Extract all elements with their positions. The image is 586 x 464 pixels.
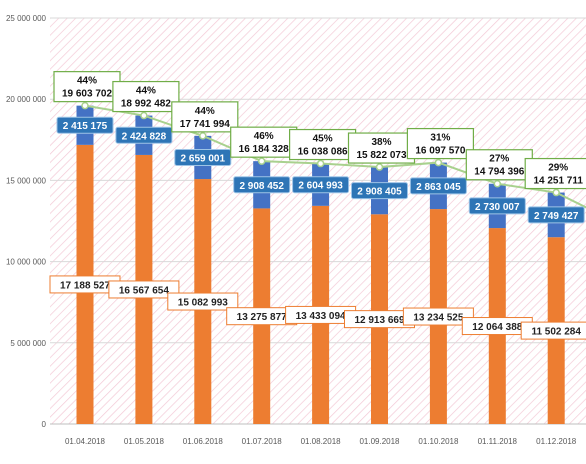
line-point	[316, 159, 325, 168]
orange-data-label: 13 433 094	[296, 311, 346, 322]
blue-data-label-box	[409, 177, 467, 195]
x-tick-label: 01.04.2018	[65, 437, 106, 446]
blue-data-label: 2 749 427	[534, 211, 579, 222]
x-tick-label: 01.08.2018	[301, 437, 342, 446]
line-percent-label: 46%	[254, 131, 274, 142]
line-data-label-box	[171, 101, 239, 133]
blue-data-label: 2 659 001	[181, 153, 226, 164]
y-tick-label: 5 000 000	[10, 339, 46, 348]
line-point	[552, 188, 560, 197]
blue-data-label: 2 730 007	[475, 202, 520, 213]
line-value-label: 16 097 570	[415, 146, 465, 157]
y-tick-label: 20 000 000	[6, 95, 47, 104]
line-data-label-box	[112, 80, 180, 113]
orange-data-label: 16 567 654	[119, 285, 169, 296]
blue-data-label-box	[56, 116, 114, 134]
orange-data-label: 12 913 669	[354, 315, 404, 326]
line-data-label-box	[406, 127, 474, 160]
orange-data-label-box	[520, 321, 586, 340]
y-tick-label: 15 000 000	[6, 176, 47, 185]
blue-data-label: 2 424 828	[122, 131, 167, 142]
orange-data-label-box	[108, 280, 180, 299]
blue-data-label-box	[527, 206, 585, 224]
blue-data-label: 2 415 175	[63, 121, 108, 132]
line-data-label-box	[53, 71, 121, 103]
line-point	[81, 101, 89, 110]
orange-data-label: 12 064 388	[472, 322, 522, 333]
blue-data-label-box	[115, 126, 173, 144]
orange-data-label-box	[167, 292, 239, 311]
blue-data-label: 2 908 405	[357, 187, 402, 198]
line-percent-label: 44%	[77, 76, 97, 87]
line-percent-label: 44%	[195, 106, 215, 117]
orange-data-label: 13 275 877	[237, 312, 287, 323]
x-tick-label: 01.10.2018	[418, 437, 459, 446]
line-value-label: 14 794 396	[474, 167, 524, 178]
blue-data-label: 2 604 993	[298, 181, 343, 192]
line-value-label: 17 741 994	[180, 119, 230, 130]
line-data-label-box	[230, 126, 298, 158]
line-value-label: 19 603 702	[62, 89, 112, 100]
y-tick-label: 10 000 000	[6, 258, 47, 267]
y-tick-label: 25 000 000	[6, 14, 47, 23]
line-percent-label: 29%	[548, 163, 568, 174]
line-percent-label: 27%	[489, 154, 509, 165]
orange-data-label: 15 082 993	[178, 298, 228, 309]
line-point	[140, 111, 148, 120]
blue-data-label-box	[292, 176, 350, 194]
line-percent-label: 44%	[136, 86, 156, 97]
line-point	[375, 163, 384, 171]
line-percent-label: 31%	[430, 133, 450, 144]
line-point	[257, 157, 266, 165]
y-tick-label: 0	[42, 420, 47, 429]
blue-data-label-box	[233, 176, 291, 194]
orange-data-label: 17 188 527	[60, 280, 110, 291]
line-point	[493, 179, 502, 188]
orange-data-label-box	[402, 307, 474, 326]
orange-data-label: 13 234 525	[413, 313, 463, 324]
line-point	[434, 158, 443, 167]
line-value-label: 14 251 711	[533, 176, 583, 187]
line-percent-label: 45%	[313, 134, 333, 145]
x-tick-label: 01.09.2018	[359, 437, 400, 446]
line-data-label-box	[524, 157, 586, 190]
line-value-label: 16 184 328	[239, 144, 289, 155]
orange-data-label: 11 502 284	[531, 327, 581, 338]
x-tick-label: 01.11.2018	[478, 437, 518, 446]
x-tick-label: 01.06.2018	[183, 437, 224, 446]
line-value-label: 16 038 086	[298, 147, 348, 158]
line-value-label: 15 822 073	[356, 150, 406, 161]
line-point	[199, 132, 207, 140]
x-tick-label: 01.07.2018	[242, 437, 283, 446]
line-percent-label: 38%	[371, 137, 391, 148]
blue-data-label-box	[468, 197, 526, 215]
blue-data-label: 2 908 452	[239, 181, 284, 192]
line-value-label: 18 992 482	[121, 99, 171, 110]
blue-data-label: 2 863 045	[416, 182, 461, 193]
x-tick-label: 01.12.2018	[536, 437, 577, 446]
x-tick-label: 01.05.2018	[124, 437, 165, 446]
x-axis: 01.04.2018 01.05.2018 01.06.2018 01.07.2018…	[65, 437, 577, 446]
blue-data-label-box	[351, 182, 408, 200]
data-labels: 17 188 527 16 567 654 15 082 993 13 275 877…	[49, 71, 586, 340]
